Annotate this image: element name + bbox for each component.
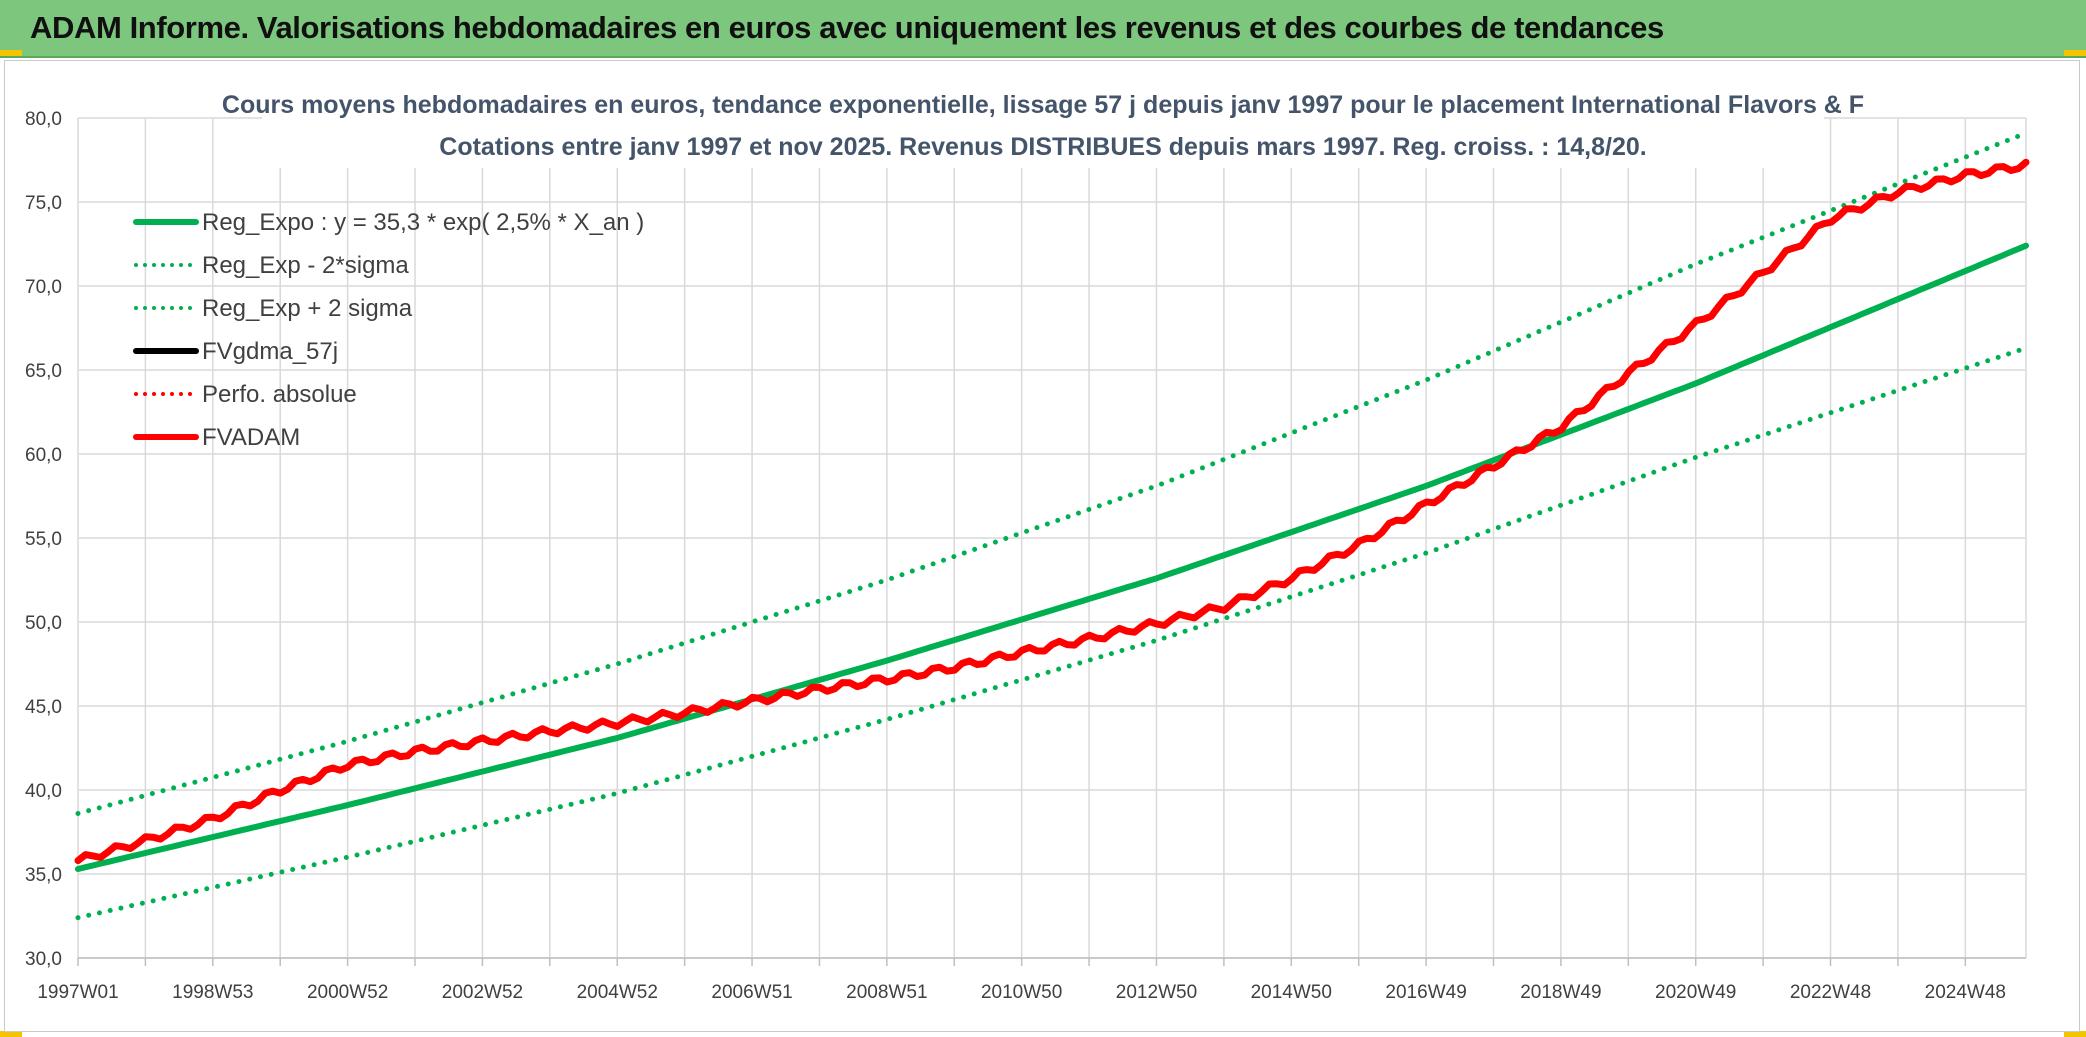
y-tick-label: 70,0 (25, 277, 62, 298)
corner-marker (0, 50, 22, 56)
legend-label: Perfo. absolue (202, 381, 357, 408)
x-tick-label: 2006W51 (711, 982, 792, 1003)
series-line (75, 130, 2029, 816)
y-tick-label: 60,0 (25, 445, 62, 466)
y-tick-label: 30,0 (25, 949, 62, 970)
chart-title-line1: Cours moyens hebdomadaires en euros, ten… (222, 91, 1864, 119)
x-tick-label: 2000W52 (307, 982, 388, 1003)
legend-label: Reg_Exp - 2*sigma (202, 252, 409, 279)
x-tick-label: 2002W52 (442, 982, 523, 1003)
y-tick-label: 40,0 (25, 781, 62, 802)
legend-label: FVgdma_57j (202, 338, 338, 365)
page-title: ADAM Informe. Valorisations hebdomadaire… (30, 10, 1664, 45)
chart-frame (4, 60, 2080, 1032)
y-tick-label: 35,0 (25, 865, 62, 886)
y-tick-label: 75,0 (25, 193, 62, 214)
x-tick-label: 2018W49 (1520, 982, 1601, 1003)
plot-area (74, 130, 2030, 921)
chart-legend: Reg_Expo : y = 35,3 * exp( 2,5% * X_an )… (133, 209, 644, 451)
series-line (74, 158, 2030, 865)
series-line (75, 242, 2029, 872)
x-tick-label: 2020W49 (1655, 982, 1736, 1003)
corner-marker (2064, 50, 2086, 56)
chart-gridlines (77, 117, 2027, 959)
legend-label: Reg_Exp + 2 sigma (202, 295, 413, 322)
y-tick-label: 45,0 (25, 697, 62, 718)
x-tick-label: 1997W01 (37, 982, 118, 1003)
x-tick-label: 2016W49 (1385, 982, 1466, 1003)
legend-label: FVADAM (202, 424, 300, 451)
x-tick-label: 2022W48 (1790, 982, 1871, 1003)
x-tick-label: 2012W50 (1116, 982, 1197, 1003)
chart-title-line2: Cotations entre janv 1997 et nov 2025. R… (439, 133, 1646, 161)
y-tick-label: 55,0 (25, 529, 62, 550)
x-tick-label: 2008W51 (846, 982, 927, 1003)
y-axis: 30,0 35,0 40,0 45,0 50,0 55,0 60,0 65,0 70,0 75,0… (25, 109, 62, 970)
legend-label: Reg_Expo : y = 35,3 * exp( 2,5% * X_an ) (202, 209, 644, 236)
x-axis: 1997W01 1998W53 2000W52 2002W52 2004W52 2006W… (37, 957, 2026, 1003)
x-tick-label: 2004W52 (577, 982, 658, 1003)
x-tick-label: 2010W50 (981, 982, 1062, 1003)
y-tick-label: 50,0 (25, 613, 62, 634)
x-tick-label: 2014W50 (1251, 982, 1332, 1003)
series-line (75, 345, 2029, 921)
title-background (262, 92, 1824, 168)
y-tick-label: 65,0 (25, 361, 62, 382)
corner-marker (2064, 1031, 2086, 1037)
corner-marker (0, 1031, 22, 1037)
y-tick-label: 80,0 (25, 109, 62, 130)
x-tick-label: 2024W48 (1925, 982, 2006, 1003)
title-banner: ADAM Informe. Valorisations hebdomadaire… (0, 0, 2086, 58)
x-tick-label: 1998W53 (172, 982, 253, 1003)
